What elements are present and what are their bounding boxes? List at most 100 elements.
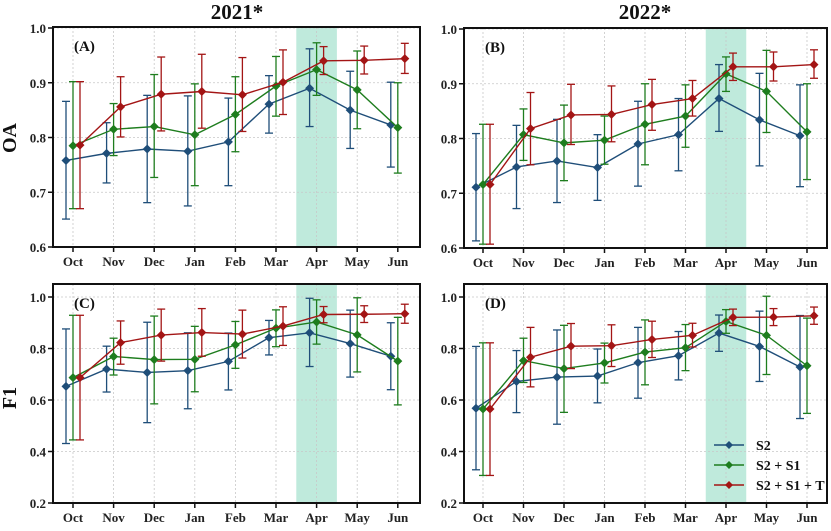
data-point (68, 141, 78, 151)
data-point (688, 330, 697, 340)
data-point (61, 155, 71, 165)
data-point (526, 352, 535, 362)
data-point (769, 312, 778, 322)
data-point (230, 340, 240, 350)
x-tick-label: Jun (387, 254, 409, 269)
data-point (400, 54, 410, 64)
data-point (593, 371, 602, 381)
data-point (593, 163, 602, 173)
y-tick-label: 0.9 (441, 77, 458, 92)
y-tick-label: 0.4 (30, 445, 47, 460)
data-point (552, 372, 562, 382)
legend: S2 S2 + S1 S2 + S1 + T (714, 439, 825, 494)
data-point (223, 356, 233, 366)
legend-entry-label: S2 + S1 + T (756, 479, 825, 494)
series-s2 (471, 63, 805, 242)
series-s2-s1-t (485, 306, 819, 477)
data-point (156, 89, 166, 99)
y-tick-label: 0.6 (441, 393, 458, 408)
data-point (312, 65, 322, 75)
data-point (400, 309, 410, 319)
x-tick-label: Feb (225, 254, 246, 269)
data-point (674, 351, 683, 361)
data-point (319, 56, 329, 66)
data-point (230, 110, 240, 120)
series-s2 (471, 310, 805, 471)
data-point (762, 86, 771, 96)
x-tick-label: Mar (264, 510, 289, 525)
data-point (633, 358, 643, 368)
data-point (156, 330, 166, 340)
legend-entry-label: S2 (756, 439, 771, 454)
y-tick-label: 0.6 (30, 393, 47, 408)
data-point (795, 131, 805, 141)
data-point (116, 102, 126, 112)
data-point (721, 69, 731, 79)
x-tick-label: Feb (635, 510, 656, 525)
data-point (809, 60, 819, 70)
x-tick-label: Mar (673, 255, 698, 270)
data-point (183, 146, 193, 156)
data-point (471, 182, 481, 192)
data-point (802, 127, 812, 137)
data-point (478, 179, 488, 189)
x-tick-label: Jan (185, 254, 206, 269)
panel-label: (C) (74, 296, 95, 312)
x-tick-label: Dec (144, 254, 165, 269)
legend-swatch-marker (725, 441, 733, 449)
data-point (142, 367, 152, 377)
panel-label: (D) (485, 296, 506, 312)
x-tick-label: Nov (102, 510, 125, 525)
legend-entry-label: S2 + S1 (756, 459, 801, 474)
data-point (552, 156, 562, 166)
y-tick-label: 1.0 (30, 290, 46, 305)
data-point (471, 403, 481, 413)
data-point (305, 83, 315, 93)
series-s2 (61, 48, 396, 220)
series-s2-s1-t (485, 49, 819, 245)
series-s2-s1 (478, 49, 812, 245)
data-point (305, 328, 315, 338)
y-tick-label: 0.4 (441, 445, 458, 460)
data-point (795, 362, 805, 372)
data-point (61, 381, 71, 391)
data-point (142, 144, 152, 154)
data-point (68, 373, 78, 383)
data-point (526, 124, 535, 134)
x-tick-label: Jun (797, 510, 819, 525)
x-tick-label: Jan (185, 510, 206, 525)
data-point (393, 123, 403, 133)
data-point (345, 105, 355, 115)
data-point (197, 87, 207, 97)
data-point (149, 122, 159, 132)
x-tick-label: Feb (635, 255, 656, 270)
data-point (485, 404, 495, 414)
data-point (102, 364, 112, 374)
data-point (559, 364, 569, 374)
data-point (197, 328, 207, 338)
x-tick-label: Apr (715, 255, 738, 270)
y-tick-label: 0.6 (441, 241, 458, 256)
data-point (278, 321, 288, 331)
y-tick-label: 0.8 (441, 342, 458, 357)
x-tick-label: Dec (554, 255, 575, 270)
data-point (223, 137, 233, 147)
data-point (190, 354, 200, 364)
data-point (264, 333, 274, 343)
data-point (762, 330, 771, 340)
data-point (512, 162, 521, 172)
legend-swatch-marker (725, 481, 733, 489)
y-tick-label: 0.8 (30, 131, 47, 146)
data-point (755, 115, 764, 125)
x-tick-label: Apr (305, 510, 328, 525)
data-point (600, 358, 609, 368)
y-tick-label: 0.8 (441, 132, 458, 147)
plot-frame (52, 283, 421, 504)
data-point (728, 62, 738, 72)
data-point (102, 148, 112, 158)
y-tick-label: 0.9 (30, 76, 47, 91)
x-tick-label: Jan (594, 510, 615, 525)
data-point (512, 376, 521, 386)
x-tick-label: Jun (797, 255, 819, 270)
data-point (566, 341, 576, 351)
